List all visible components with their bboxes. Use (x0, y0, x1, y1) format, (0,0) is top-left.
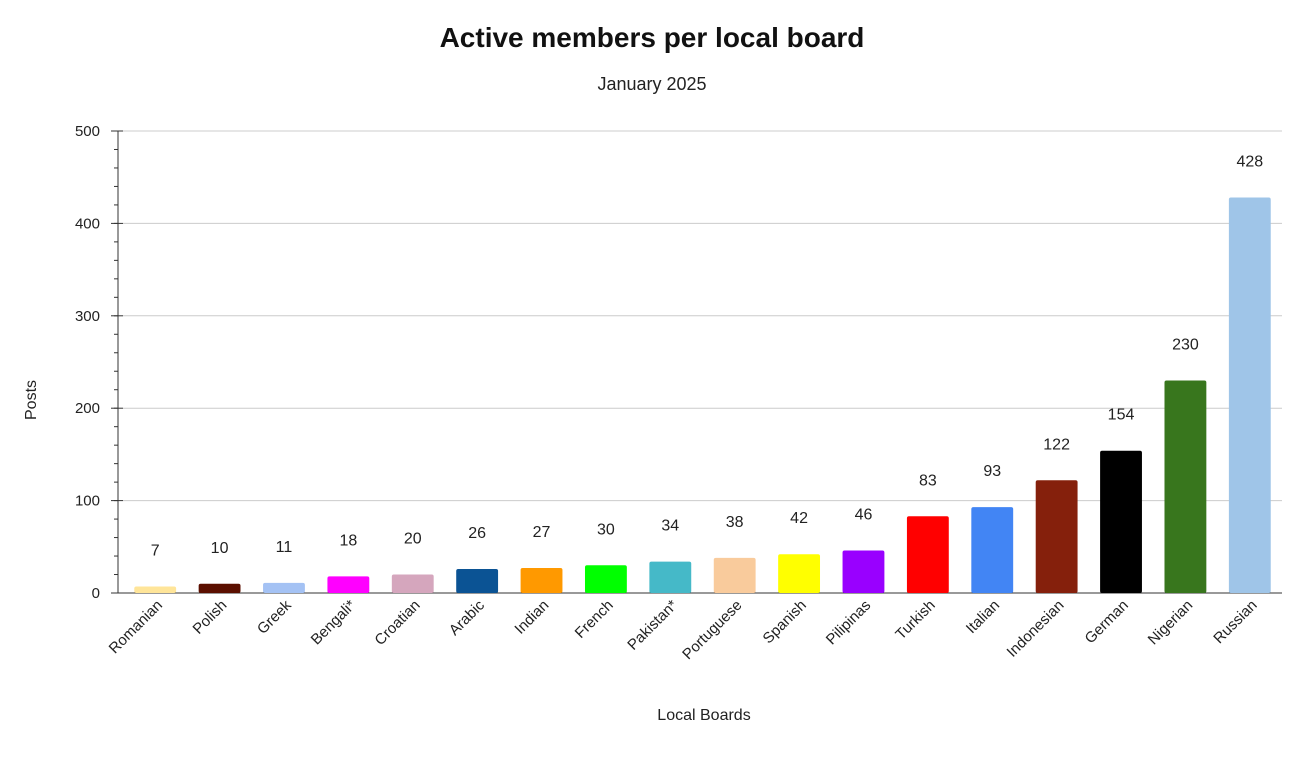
bar-value-label: 38 (726, 514, 744, 531)
bar-value-label: 34 (661, 518, 679, 535)
bar-value-label: 18 (339, 532, 357, 549)
bar-value-label: 122 (1043, 436, 1070, 453)
x-axis-labels: Romanian Polish Greek Bengali* Croatian Arabi… (106, 596, 1261, 663)
x-category-label: Greek (254, 596, 295, 637)
x-category-label: Romanian (106, 597, 166, 657)
bar (327, 576, 370, 593)
x-category-label: German (1082, 597, 1132, 647)
data-labels: 7 10 11 18 20 26 27 30 34 38 42 46 83 93 122 154 230 428 (151, 154, 1264, 560)
x-category-label: Portuguese (679, 597, 745, 663)
bar-value-label: 230 (1172, 336, 1199, 353)
bar (520, 568, 563, 593)
x-category-label: Turkish (892, 597, 938, 643)
bar-value-label: 42 (790, 510, 808, 527)
bar (134, 586, 177, 593)
y-tick-label: 0 (92, 585, 100, 602)
x-category-label: Nigerian (1145, 597, 1197, 649)
x-category-label: Pakistan* (624, 597, 681, 654)
y-axis-title: Posts (23, 380, 40, 420)
y-tick-label: 400 (75, 215, 100, 232)
y-tick-label: 200 (75, 400, 100, 417)
bar (198, 583, 241, 593)
x-category-label: Indonesian (1004, 597, 1068, 661)
bar-value-label: 30 (597, 521, 615, 538)
x-category-label: Italian (963, 597, 1003, 637)
bar (263, 582, 305, 593)
bar-value-label: 26 (468, 525, 486, 542)
bar-value-label: 7 (151, 543, 160, 560)
y-tick-label: 300 (75, 308, 100, 325)
bar-value-label: 83 (919, 472, 937, 489)
x-category-label: Spanish (760, 597, 810, 647)
bar (971, 507, 1014, 593)
bar (584, 565, 627, 593)
bar (842, 550, 885, 593)
x-category-label: Bengali* (308, 597, 360, 649)
bar-value-label: 93 (983, 463, 1001, 480)
bar (1228, 197, 1271, 593)
chart-subtitle: January 2025 (597, 74, 707, 94)
x-category-label: French (572, 597, 617, 642)
bar (1100, 450, 1142, 593)
x-axis-title: Local Boards (657, 707, 750, 724)
y-tick-label: 100 (75, 493, 100, 510)
bar-value-label: 428 (1236, 154, 1263, 171)
x-category-label: Russian (1210, 597, 1260, 647)
bar-value-label: 27 (533, 524, 551, 541)
bar (1164, 380, 1207, 593)
bar-value-label: 46 (855, 506, 873, 523)
gridlines (123, 130, 1282, 594)
x-category-label: Polish (189, 597, 230, 638)
bar-value-label: 154 (1108, 407, 1135, 424)
chart-title: Active members per local board (439, 22, 865, 53)
bar (456, 568, 499, 593)
bar (713, 557, 756, 593)
bar (906, 516, 949, 593)
bar-value-label: 10 (211, 540, 229, 557)
bars (134, 197, 1271, 593)
bar (649, 561, 692, 593)
x-category-label: Pilipinas (823, 597, 875, 649)
bar (1035, 480, 1078, 593)
bar (391, 574, 434, 593)
bar (778, 554, 821, 593)
x-category-label: Croatian (371, 597, 423, 649)
x-category-label: Indian (511, 597, 552, 638)
bar-value-label: 11 (276, 539, 293, 556)
bar-value-label: 20 (404, 531, 422, 548)
x-category-label: Arabic (446, 596, 488, 638)
y-tick-label: 500 (75, 123, 100, 140)
y-axis: 0 100 200 300 400 500 (75, 123, 123, 602)
